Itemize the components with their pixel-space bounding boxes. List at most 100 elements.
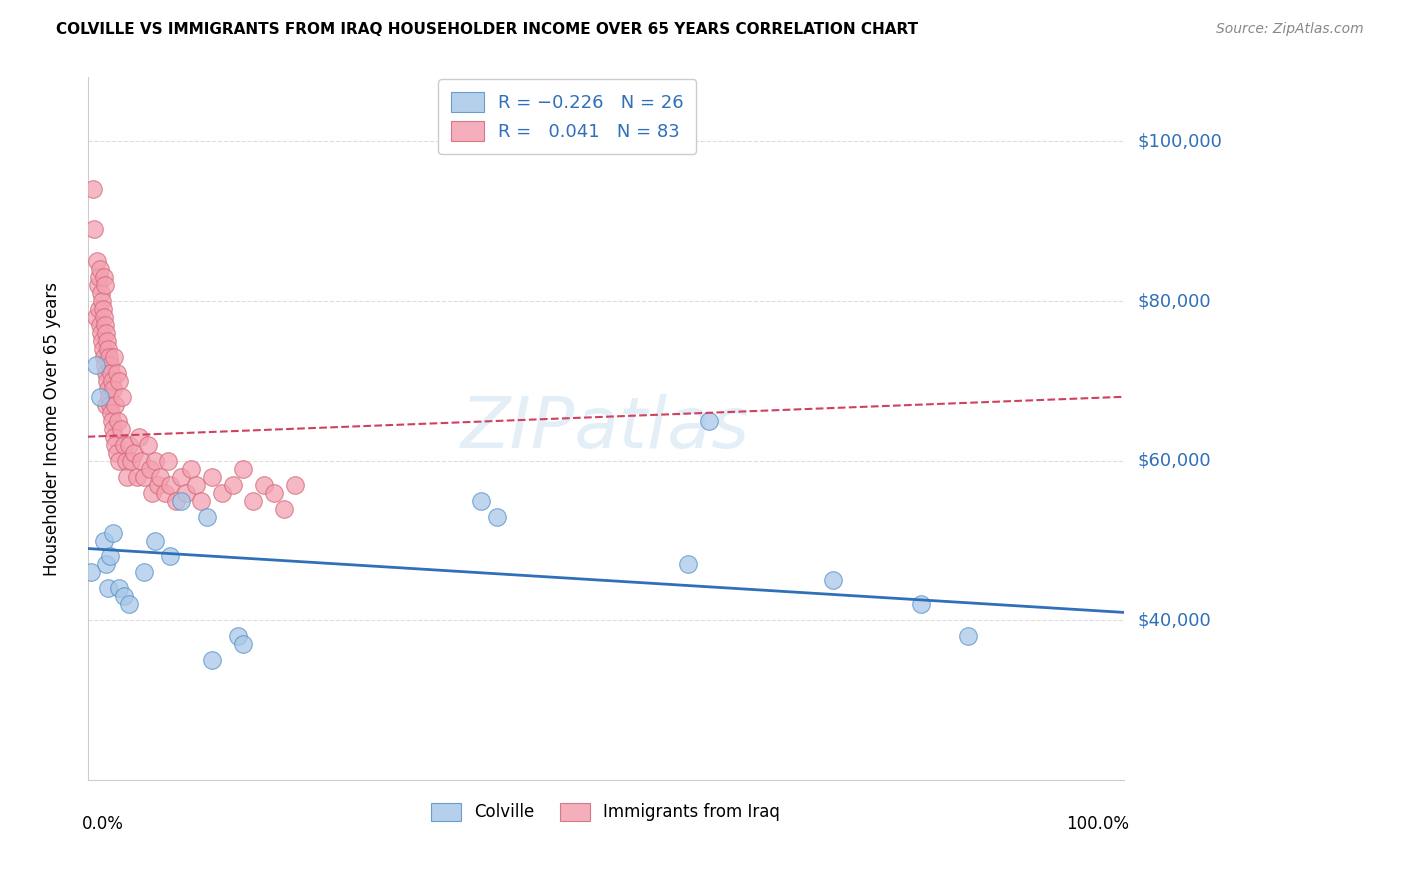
Point <box>112 590 135 604</box>
Point <box>97 582 120 596</box>
Text: $100,000: $100,000 <box>1137 132 1222 151</box>
Point <box>115 469 138 483</box>
Point <box>96 398 118 412</box>
Text: COLVILLE VS IMMIGRANTS FROM IRAQ HOUSEHOLDER INCOME OVER 65 YEARS CORRELATION CH: COLVILLE VS IMMIGRANTS FROM IRAQ HOUSEHO… <box>56 22 918 37</box>
Point <box>118 438 141 452</box>
Point <box>96 558 118 572</box>
Point <box>79 566 101 580</box>
Point <box>98 549 121 564</box>
Point <box>94 358 117 372</box>
Point <box>98 390 121 404</box>
Point <box>141 485 163 500</box>
Point <box>143 533 166 548</box>
Point <box>94 318 117 332</box>
Point <box>157 453 180 467</box>
Point <box>159 549 181 564</box>
Point <box>107 374 129 388</box>
Point <box>86 254 108 268</box>
Point <box>232 461 254 475</box>
Point <box>83 222 105 236</box>
Point <box>253 477 276 491</box>
Point <box>89 390 111 404</box>
Point <box>221 477 243 491</box>
Point <box>470 493 492 508</box>
Point <box>93 533 115 548</box>
Point <box>93 350 115 364</box>
Point <box>134 566 156 580</box>
Point <box>112 438 135 452</box>
Point <box>107 414 129 428</box>
Point <box>273 501 295 516</box>
Text: 0.0%: 0.0% <box>83 815 124 833</box>
Point <box>170 469 193 483</box>
Point <box>84 358 107 372</box>
Point <box>90 326 112 340</box>
Point <box>103 350 125 364</box>
Point <box>149 469 172 483</box>
Point <box>143 453 166 467</box>
Point <box>94 278 117 293</box>
Point <box>104 398 127 412</box>
Point <box>96 334 118 348</box>
Point <box>101 374 124 388</box>
Point <box>103 525 125 540</box>
Point <box>107 582 129 596</box>
Point <box>97 382 120 396</box>
Text: ZIPatlas: ZIPatlas <box>461 394 749 463</box>
Point <box>131 453 153 467</box>
Point <box>201 653 224 667</box>
Point <box>485 509 508 524</box>
Point <box>91 334 114 348</box>
Point <box>823 574 845 588</box>
Point <box>90 285 112 300</box>
Point <box>232 637 254 651</box>
Point <box>91 293 114 308</box>
Point <box>186 477 208 491</box>
Point <box>242 493 264 508</box>
Point <box>100 406 122 420</box>
Point <box>211 485 233 500</box>
Point <box>180 461 202 475</box>
Point <box>127 469 149 483</box>
Point <box>201 469 224 483</box>
Point <box>91 301 114 316</box>
Point <box>136 438 159 452</box>
Point <box>107 453 129 467</box>
Point <box>87 301 110 316</box>
Point <box>97 342 120 356</box>
Point <box>87 278 110 293</box>
Point <box>89 318 111 332</box>
Point <box>101 414 124 428</box>
Point <box>96 366 118 380</box>
Point <box>93 270 115 285</box>
Point <box>98 398 121 412</box>
Point <box>910 598 932 612</box>
Point <box>115 453 138 467</box>
Point <box>98 350 121 364</box>
Point <box>105 366 128 380</box>
Point <box>93 310 115 324</box>
Point <box>110 422 132 436</box>
Point <box>105 446 128 460</box>
Point <box>284 477 307 491</box>
Point <box>118 598 141 612</box>
Text: $60,000: $60,000 <box>1137 451 1211 470</box>
Point <box>98 358 121 372</box>
Point <box>91 342 114 356</box>
Point <box>103 382 125 396</box>
Text: $80,000: $80,000 <box>1137 292 1211 310</box>
Point <box>84 310 107 324</box>
Point <box>226 629 249 643</box>
Point <box>87 270 110 285</box>
Text: 100.0%: 100.0% <box>1066 815 1129 833</box>
Y-axis label: Householder Income Over 65 years: Householder Income Over 65 years <box>44 282 60 575</box>
Point <box>195 509 218 524</box>
Legend: Colville, Immigrants from Iraq: Colville, Immigrants from Iraq <box>425 796 786 828</box>
Point <box>96 374 118 388</box>
Point <box>134 469 156 483</box>
Text: Source: ZipAtlas.com: Source: ZipAtlas.com <box>1216 22 1364 37</box>
Point <box>155 485 177 500</box>
Point <box>104 438 127 452</box>
Point <box>957 629 980 643</box>
Point <box>96 326 118 340</box>
